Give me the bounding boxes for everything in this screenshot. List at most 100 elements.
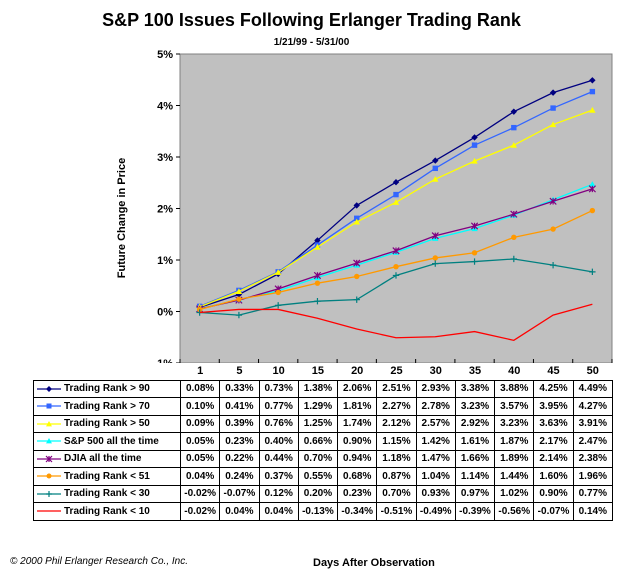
table-row: Trading Rank > 70 0.10% 0.41% 0.77% 1.29% 1.8…: [33, 397, 613, 416]
x-tick-label: 20: [351, 365, 364, 378]
y-tick-label: 3%: [157, 152, 173, 164]
plus-marker: [46, 490, 52, 497]
diamond-marker: [549, 89, 557, 96]
data-table: 1 5 10 15 20 25 30 35 40 45 50 Trading Rank > 90 0.…: [33, 363, 613, 521]
data-label: 1.29%: [297, 397, 339, 416]
data-label: 4.49%: [572, 379, 613, 398]
table-header-row: 1 5 10 15 20 25 30 35 40 45 50: [34, 363, 613, 380]
header-blank: [34, 363, 181, 380]
data-label: 1.15%: [376, 432, 417, 451]
data-label: 3.88%: [494, 379, 535, 398]
data-label: 0.73%: [258, 379, 299, 398]
data-label: 2.47%: [572, 432, 613, 451]
triangle-marker: [235, 288, 243, 294]
circle-marker: [432, 255, 438, 261]
data-label: 0.90%: [337, 432, 378, 451]
data-label: 0.23%: [337, 484, 378, 503]
table-row: Trading Rank < 10 -0.02% 0.04% 0.04% -0.13% -…: [33, 502, 613, 521]
data-label: -0.02%: [179, 484, 221, 503]
data-label: 1.47%: [415, 449, 456, 468]
series-0: [196, 77, 596, 311]
table-row: Trading Rank < 30 -0.02% -0.07% 0.12% 0.20% 0…: [33, 484, 613, 503]
triangle-marker: [589, 181, 596, 187]
x-tick-label: 5: [236, 365, 243, 378]
data-label: 0.12%: [258, 484, 299, 503]
data-label: 0.20%: [297, 484, 339, 503]
circle-marker: [46, 473, 52, 479]
diamond-marker: [392, 179, 400, 186]
data-label: 3.38%: [454, 379, 496, 398]
data-label: 2.27%: [376, 397, 417, 416]
legend-label: Trading Rank > 70: [64, 400, 150, 412]
data-label: 1.74%: [337, 414, 378, 433]
data-label: -0.13%: [297, 502, 339, 521]
data-label: 0.77%: [258, 397, 299, 416]
plus-marker: [274, 302, 282, 309]
data-label: 0.37%: [258, 467, 299, 486]
data-label: 2.06%: [337, 379, 378, 398]
triangle-marker: [549, 121, 557, 128]
table-row: Trading Rank > 50 0.09% 0.39% 0.76% 1.25% 1.7…: [33, 414, 613, 433]
data-label: 1.81%: [337, 397, 378, 416]
x-axis-label: Days After Observation: [313, 557, 435, 569]
legend-entry: S&P 500 all the time: [33, 432, 181, 451]
series-line: [199, 303, 593, 342]
plus-marker: [392, 272, 400, 279]
data-label: -0.34%: [337, 502, 378, 521]
legend-entry: Trading Rank < 30: [33, 484, 181, 503]
star-marker: [353, 259, 361, 267]
data-label: 1.14%: [454, 467, 496, 486]
data-label: 1.60%: [533, 467, 574, 486]
triangle-marker: [432, 175, 439, 182]
square-marker: [354, 215, 360, 221]
table-row: Trading Rank > 90 0.08% 0.33% 0.73% 1.38% 2.0…: [33, 379, 613, 398]
legend-key-icon: [37, 403, 61, 409]
legend-entry: Trading Rank > 50: [33, 414, 181, 433]
data-label: 0.39%: [219, 414, 260, 433]
x-tick-label: 1: [197, 365, 204, 378]
data-label: 0.76%: [258, 414, 299, 433]
circle-marker: [550, 226, 556, 232]
triangle-marker: [471, 157, 478, 164]
data-label: 0.05%: [179, 432, 221, 451]
square-marker: [550, 105, 556, 111]
data-label: 2.78%: [415, 397, 456, 416]
chart-subtitle: 1/21/99 - 5/31/00: [273, 37, 350, 48]
legend-key-icon: [37, 438, 61, 444]
triangle-marker: [46, 420, 52, 427]
data-label: -0.07%: [219, 484, 260, 503]
star-marker: [549, 197, 557, 205]
legend-key-icon: [37, 385, 61, 392]
diamond-marker: [235, 291, 243, 298]
data-label: 3.23%: [454, 397, 496, 416]
square-marker: [511, 124, 517, 131]
plus-marker: [353, 296, 360, 303]
data-label: 1.66%: [454, 449, 496, 468]
data-label: -0.49%: [415, 502, 456, 521]
circle-marker: [511, 234, 517, 241]
data-label: 2.38%: [572, 449, 613, 468]
triangle-marker: [353, 218, 360, 225]
data-label: 0.04%: [258, 502, 299, 521]
triangle-marker: [392, 199, 400, 205]
copyright-notice: © 2000 Phil Erlanger Research Co., Inc.: [10, 556, 189, 567]
star-marker: [470, 222, 479, 230]
star-marker: [45, 455, 53, 463]
data-label: 2.93%: [415, 379, 456, 398]
legend-entry: Trading Rank > 70: [33, 397, 181, 416]
legend-label: Trading Rank < 10: [64, 505, 150, 517]
data-label: 0.90%: [533, 484, 574, 503]
data-label: 0.24%: [219, 467, 260, 486]
x-tick-label: 35: [468, 365, 482, 378]
triangle-marker: [589, 106, 596, 113]
plus-marker: [432, 260, 439, 267]
series-7: [199, 303, 593, 342]
data-label: 1.44%: [494, 467, 535, 486]
data-label: 3.63%: [533, 414, 574, 433]
legend-entry: Trading Rank < 51: [33, 467, 181, 486]
square-marker: [432, 165, 438, 172]
circle-marker: [393, 263, 399, 270]
legend-key-icon: [37, 490, 61, 497]
data-label: 0.04%: [179, 467, 221, 486]
data-label: 0.04%: [219, 502, 260, 521]
